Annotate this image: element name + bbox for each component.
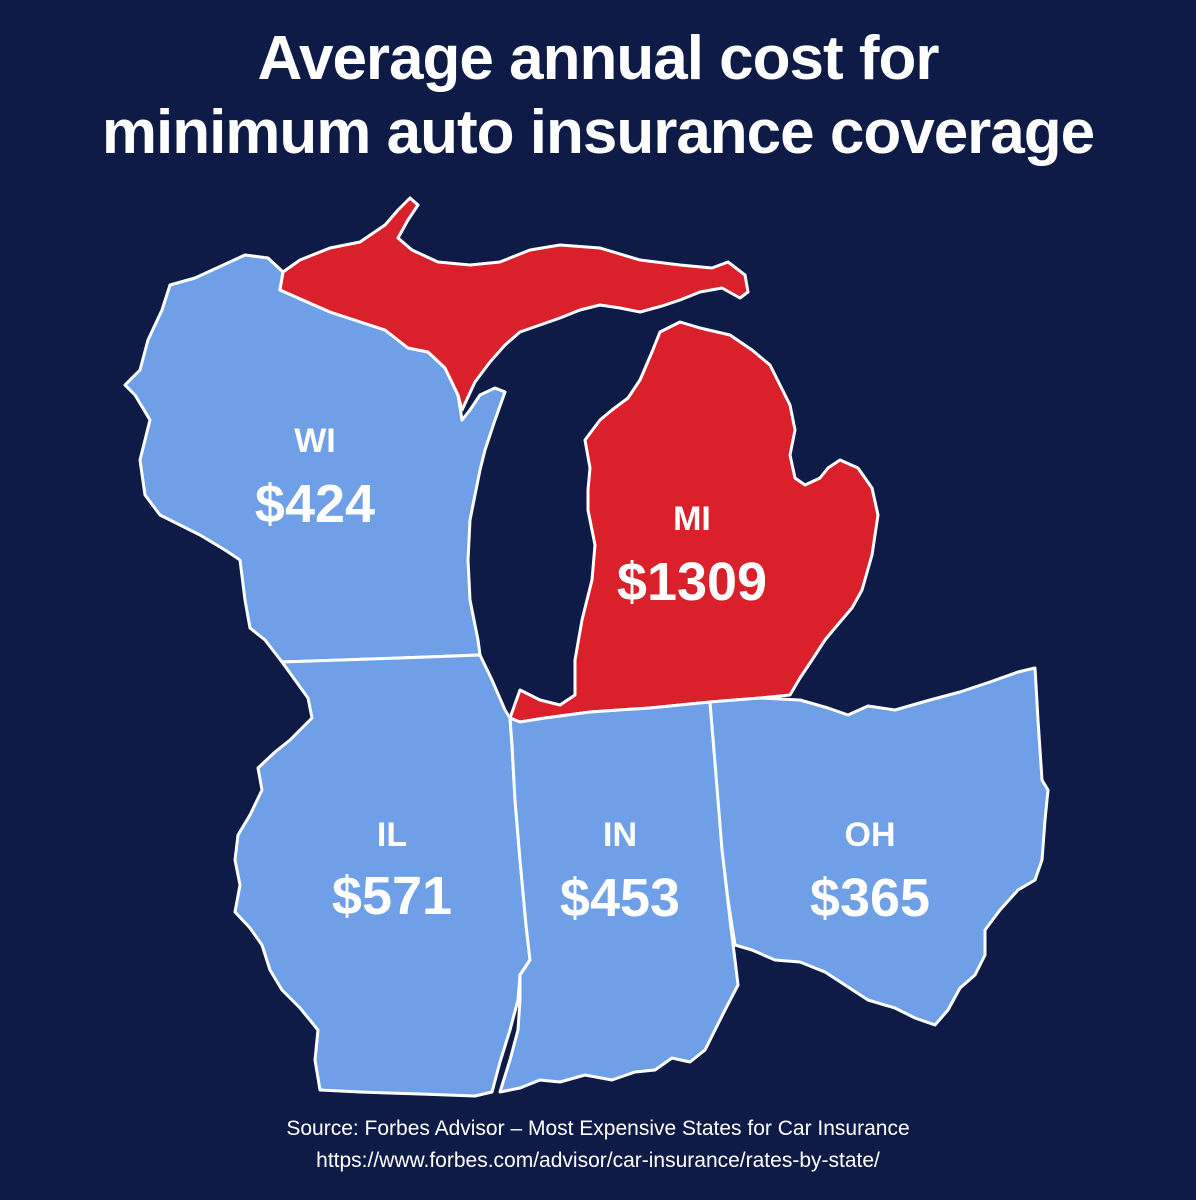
state-cost-il: $571 bbox=[332, 866, 452, 926]
state-cost-in: $453 bbox=[560, 868, 680, 928]
title-line-1: Average annual cost for bbox=[257, 24, 939, 93]
state-abbr-oh: OH bbox=[845, 816, 896, 854]
state-label-in: IN $453 bbox=[560, 816, 680, 928]
state-shape-mi-lower bbox=[508, 320, 880, 724]
state-abbr-mi: MI bbox=[673, 500, 711, 538]
state-label-mi: MI $1309 bbox=[617, 500, 767, 612]
state-label-il: IL $571 bbox=[332, 816, 452, 926]
state-label-oh: OH $365 bbox=[810, 816, 930, 928]
state-shape-oh bbox=[708, 666, 1050, 1027]
state-abbr-in: IN bbox=[603, 816, 637, 854]
state-cost-mi: $1309 bbox=[617, 552, 767, 612]
state-cost-oh: $365 bbox=[810, 868, 930, 928]
state-shape-mi-upper bbox=[278, 196, 750, 412]
state-label-wi: WI $424 bbox=[255, 422, 375, 534]
title-line-2: minimum auto insurance coverage bbox=[101, 98, 1095, 167]
state-cost-wi: $424 bbox=[255, 474, 375, 534]
source-text: Source: Forbes Advisor – Most Expensive … bbox=[286, 1117, 910, 1140]
source-credit: Source: Forbes Advisor – Most Expensive … bbox=[0, 1113, 1196, 1177]
state-abbr-il: IL bbox=[377, 816, 407, 854]
map-title: Average annual cost for minimum auto ins… bbox=[0, 22, 1196, 170]
state-abbr-wi: WI bbox=[294, 422, 336, 460]
source-url: https://www.forbes.com/advisor/car-insur… bbox=[316, 1149, 880, 1172]
